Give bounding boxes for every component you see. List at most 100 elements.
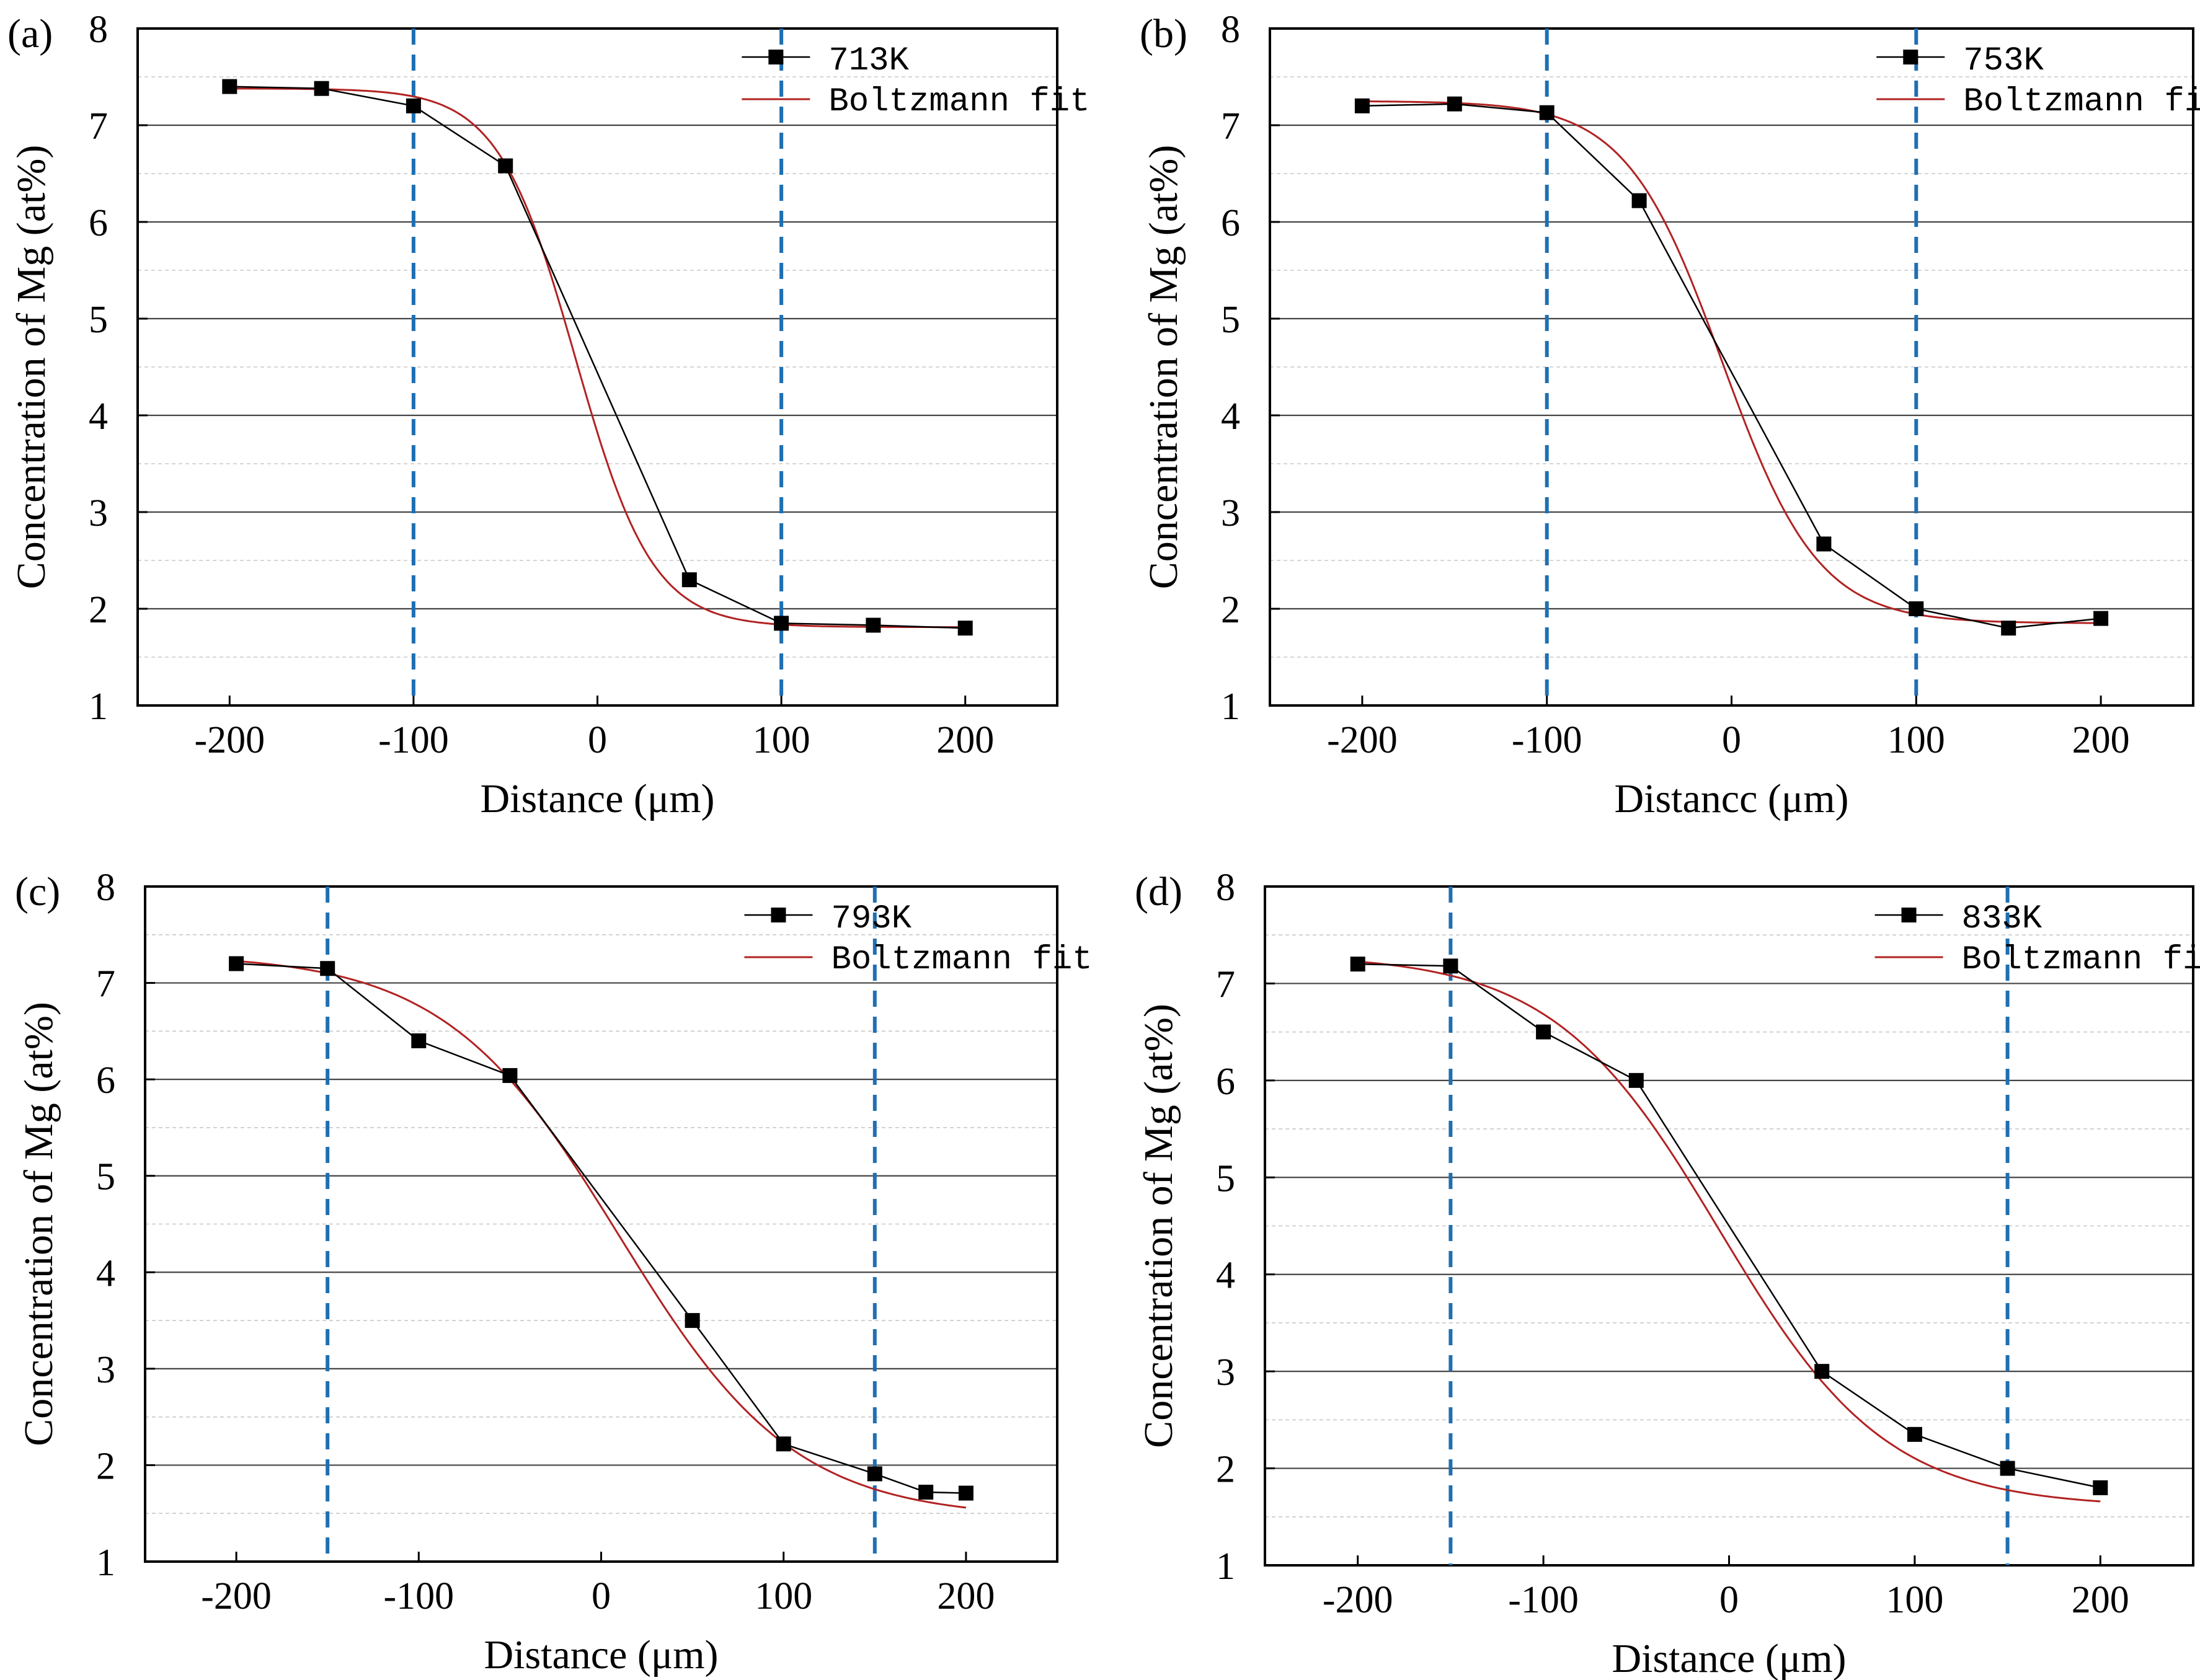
- data-point: [1814, 1364, 1830, 1379]
- data-point: [1350, 957, 1365, 972]
- chart-panel-2: -200 -100 0 100 200 1 2 3 4 5 6 7 8 Distancc (μm) Conc…: [1140, 9, 2200, 821]
- legend-data-marker: [768, 50, 784, 64]
- data-point: [502, 1068, 518, 1083]
- x-axis-title: Distance (μm): [1612, 1636, 1846, 1680]
- data-point: [2093, 611, 2109, 626]
- data-point: [867, 1466, 882, 1482]
- panel-label: (a): [7, 11, 53, 56]
- data-point: [1536, 1024, 1551, 1040]
- panel-label: (d): [1135, 869, 1182, 914]
- data-point: [498, 158, 513, 174]
- x-tick-label: -100: [1512, 719, 1582, 761]
- y-tick-label: 8: [1216, 867, 1235, 909]
- boltzmann-fit-curve: [229, 87, 965, 629]
- data-point: [314, 81, 329, 96]
- legend-label-data: 793K: [831, 900, 911, 938]
- y-axis-title: Concentration of Mg (at%): [1141, 145, 1186, 590]
- x-tick-label: 100: [753, 719, 810, 761]
- data-point: [1909, 601, 1924, 616]
- data-point: [320, 961, 335, 976]
- legend-data-marker: [1901, 908, 1917, 922]
- data-point: [1907, 1426, 1922, 1442]
- data-point: [1539, 105, 1555, 120]
- legend-data-marker: [771, 908, 786, 922]
- panel-label: (c): [15, 869, 60, 914]
- boltzmann-fit-curve: [1357, 960, 2101, 1503]
- y-axis-title: Concentration of Mg (at%): [9, 145, 54, 590]
- y-axis-title: Concentration of Mg (at%): [16, 1002, 61, 1446]
- data-point: [681, 572, 697, 588]
- data-point: [958, 1485, 974, 1501]
- y-tick-label: 5: [1221, 299, 1240, 341]
- x-axis-title: Distance (μm): [484, 1632, 718, 1678]
- chart-panel-3: -200 -100 0 100 200 1 2 3 4 5 6 7 8 Distance (μm) Conc…: [15, 867, 1093, 1678]
- y-tick-label: 2: [89, 589, 108, 631]
- data-point: [774, 616, 789, 631]
- y-tick-label: 8: [96, 867, 115, 909]
- y-tick-label: 3: [96, 1349, 115, 1391]
- x-tick-label: -200: [1327, 719, 1398, 761]
- y-tick-label: 7: [89, 105, 108, 148]
- y-tick-label: 4: [96, 1252, 115, 1294]
- data-line: [229, 86, 965, 629]
- x-tick-label: 0: [1719, 1579, 1739, 1621]
- y-tick-label: 5: [89, 299, 108, 341]
- y-tick-label: 1: [96, 1542, 115, 1584]
- x-tick-label: 200: [937, 1575, 995, 1617]
- data-point: [2000, 1461, 2015, 1476]
- x-tick-label: 100: [1887, 719, 1945, 761]
- data-point: [229, 956, 244, 971]
- y-tick-label: 7: [96, 963, 115, 1006]
- data-line: [1362, 103, 2101, 629]
- data-point: [2001, 621, 2016, 636]
- y-tick-label: 4: [89, 396, 108, 438]
- data-point: [411, 1033, 427, 1048]
- y-tick-label: 7: [1221, 105, 1240, 148]
- y-tick-label: 6: [1216, 1061, 1235, 1103]
- data-point: [406, 98, 421, 113]
- legend-label-fit: Boltzmann fit: [1963, 83, 2200, 121]
- data-point: [918, 1484, 934, 1500]
- x-tick-label: 0: [588, 719, 607, 761]
- x-tick-label: -100: [1508, 1579, 1579, 1621]
- y-tick-label: 8: [89, 9, 108, 51]
- y-tick-label: 2: [1216, 1449, 1235, 1491]
- x-tick-label: -200: [194, 719, 265, 761]
- y-tick-label: 7: [1216, 963, 1235, 1006]
- data-point: [222, 79, 237, 94]
- y-tick-label: 3: [89, 492, 108, 534]
- x-tick-label: -200: [201, 1575, 272, 1617]
- y-tick-label: 2: [1221, 589, 1240, 631]
- y-tick-label: 5: [1216, 1157, 1235, 1200]
- x-tick-label: -100: [383, 1575, 454, 1617]
- data-point: [1631, 193, 1647, 208]
- x-tick-label: 0: [592, 1575, 611, 1617]
- data-point: [1816, 536, 1832, 552]
- legend-label-data: 713K: [828, 42, 909, 80]
- legend-label-data: 833K: [1962, 900, 2043, 938]
- data-point: [1443, 958, 1458, 974]
- x-tick-label: 0: [1722, 719, 1741, 761]
- data-point: [2093, 1480, 2108, 1495]
- data-point: [1447, 96, 1462, 112]
- legend-label-fit: Boltzmann fit: [828, 83, 1089, 121]
- legend-label-fit: Boltzmann fit: [831, 941, 1092, 979]
- x-tick-label: 200: [2072, 1579, 2129, 1621]
- data-point: [957, 621, 973, 636]
- y-tick-label: 2: [96, 1445, 115, 1487]
- y-tick-label: 1: [89, 686, 108, 728]
- x-tick-label: -100: [378, 719, 449, 761]
- panel-label: (b): [1140, 11, 1187, 56]
- chart-panel-1: -200 -100 0 100 200 1 2 3 4 5 6 7 8 Distance (μm) Conc…: [7, 9, 1090, 821]
- x-axis-title: Distancc (μm): [1614, 776, 1848, 821]
- data-point: [866, 617, 881, 633]
- x-tick-label: -200: [1323, 1579, 1393, 1621]
- data-point: [1354, 98, 1370, 113]
- boltzmann-fit-curve: [236, 960, 967, 1509]
- boltzmann-fit-curve: [1362, 100, 2101, 624]
- legend-label-fit: Boltzmann fit: [1962, 941, 2200, 979]
- y-tick-label: 3: [1216, 1351, 1235, 1394]
- y-tick-label: 4: [1221, 396, 1240, 438]
- x-tick-label: 100: [1886, 1579, 1943, 1621]
